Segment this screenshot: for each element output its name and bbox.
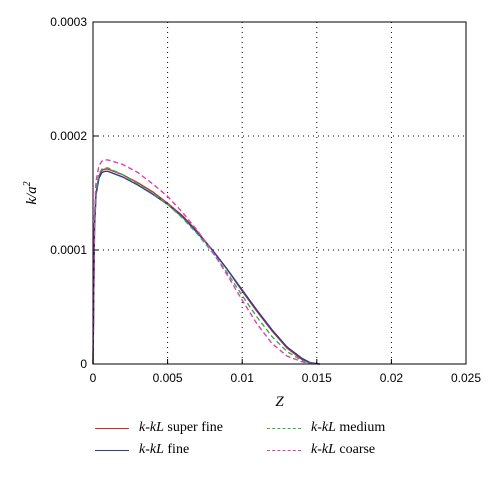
legend-label: k-kL medium [311,420,386,435]
x-tick-label: 0.01 [231,371,255,385]
legend-swatch [95,449,129,451]
x-tick-label: 0.015 [302,371,332,385]
legend-label: k-kL super fine [139,420,223,435]
y-tick-label: 0.0002 [50,129,87,143]
y-tick-label: 0.0003 [50,15,87,29]
plot-frame [92,21,467,365]
legend-swatch [267,449,301,451]
x-tick-label: 0.025 [451,371,481,385]
legend-item-1: k-kL super fine [95,420,223,436]
legend-item-2: k-kL fine [95,442,189,458]
legend-label: k-kL coarse [311,442,376,457]
x-axis-label: Z [275,394,284,410]
tick-labels: 0 0.005 0.01 0.015 0.02 0.025 0 0.0001 0.0002 0.0… [50,15,481,385]
legend-label: k-kL fine [139,442,190,457]
legend-item-4: k-kL coarse [267,442,375,458]
legend-item-3: k-kL medium [267,420,385,436]
y-tick-label: 0 [80,357,87,371]
series-layer [92,159,320,365]
series-line-2 [92,170,320,365]
x-tick-label: 0.005 [153,371,183,385]
x-tick-label: 0.02 [380,371,404,385]
y-tick-label: 0.0001 [50,243,87,257]
series-line-4 [92,159,314,365]
legend-swatch [95,427,129,429]
series-line-3 [92,167,317,365]
grid [93,22,466,364]
series-line-1 [92,168,320,365]
legend-swatch [267,427,301,429]
x-tick-label: 0 [90,371,97,385]
y-axis-label: k/a2 [22,181,40,204]
